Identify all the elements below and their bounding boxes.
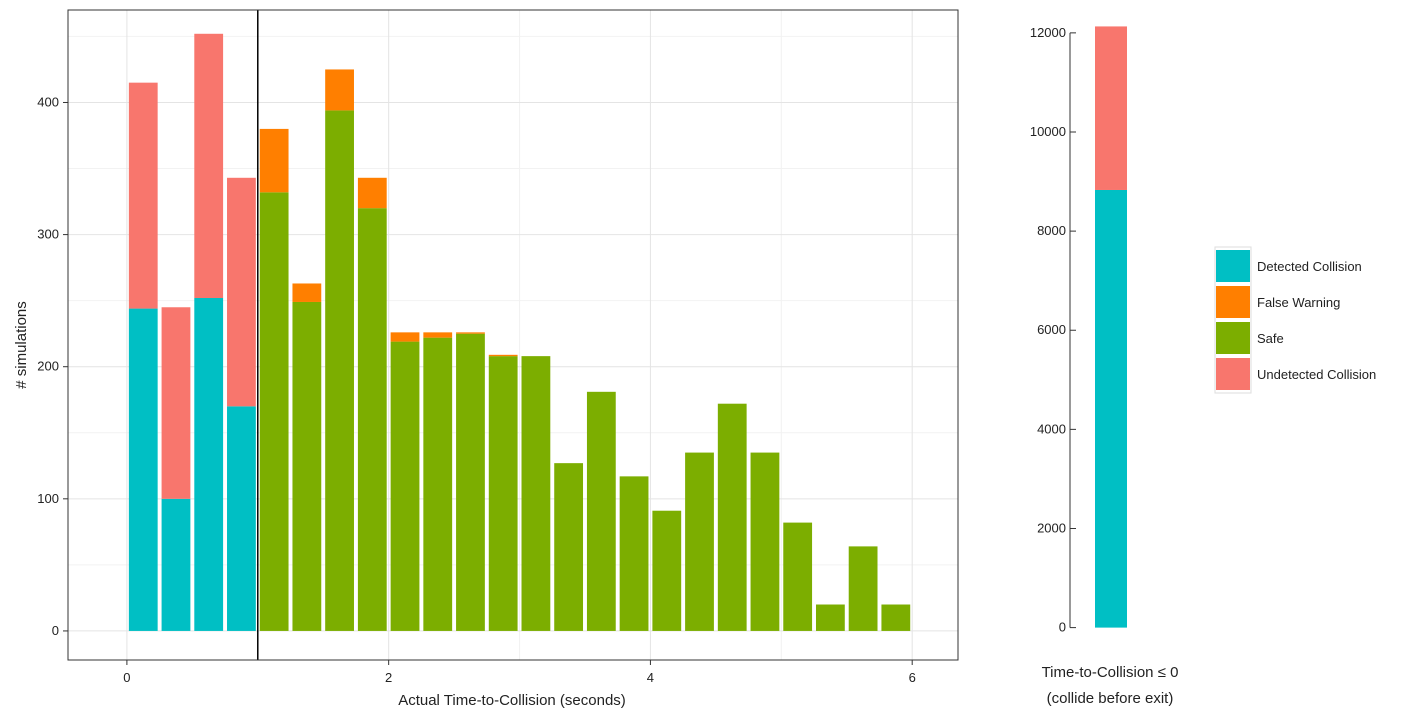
bar-segment-false-warning — [390, 332, 420, 342]
bar-segment-safe — [881, 604, 911, 631]
legend-label: False Warning — [1257, 295, 1340, 310]
bar-segment-undetected-collision — [161, 307, 191, 499]
bar-segment-safe — [488, 356, 518, 631]
x-axis-title: Actual Time-to-Collision (seconds) — [398, 692, 626, 709]
right-bar-segment-detected-collision — [1095, 189, 1127, 628]
bar-segment-undetected-collision — [194, 33, 224, 299]
legend-label: Safe — [1257, 331, 1284, 346]
bar-segment-undetected-collision — [227, 177, 256, 407]
bar-segment-safe — [750, 452, 780, 631]
right-panel-ticks: 0 2000 4000 6000 8000 10000 12000 — [1030, 25, 1076, 635]
right-x-axis-subtitle: (collide before exit) — [1047, 690, 1174, 707]
bar-segment-safe — [390, 341, 420, 631]
bar-segment-safe — [652, 510, 682, 631]
bar-segment-safe — [259, 192, 289, 631]
bar-segment-safe — [586, 391, 616, 631]
bar-segment-false-warning — [325, 69, 354, 111]
x-tick-label: 4 — [647, 670, 654, 685]
x-tick-label: 2 — [385, 670, 392, 685]
bar-segment-safe — [292, 301, 322, 631]
legend-label: Detected Collision — [1257, 259, 1362, 274]
bar-segment-safe — [423, 337, 453, 631]
bar-segment-detected-collision — [161, 498, 191, 631]
y-tick-label: 200 — [37, 359, 59, 374]
right-y-tick-label: 0 — [1059, 620, 1066, 635]
bar-segment-false-warning — [423, 332, 453, 338]
right-panel-bars — [1095, 26, 1127, 628]
legend-key-frame — [1214, 246, 1252, 394]
main-panel-border — [67, 9, 959, 661]
bar-segment-safe — [815, 604, 845, 631]
bar-segment-safe — [685, 452, 714, 631]
main-panel-bars — [128, 10, 911, 660]
bar-segment-safe — [554, 463, 584, 631]
bar-segment-detected-collision — [194, 298, 224, 631]
bar-segment-detected-collision — [128, 308, 158, 631]
right-y-tick-label: 6000 — [1037, 322, 1066, 337]
legend-swatch — [1216, 322, 1250, 354]
bar-segment-false-warning — [259, 128, 289, 193]
bar-segment-safe — [521, 356, 551, 631]
bar-segment-false-warning — [456, 332, 485, 334]
bar-segment-false-warning — [292, 283, 322, 302]
legend-swatch — [1216, 250, 1250, 282]
bar-segment-safe — [456, 333, 485, 631]
right-x-axis-title: Time-to-Collision ≤ 0 — [1042, 664, 1179, 681]
bar-segment-false-warning — [488, 354, 518, 357]
y-axis-title: # simulations — [13, 301, 30, 389]
right-y-tick-label: 12000 — [1030, 25, 1066, 40]
legend: Detected Collision False Warning Safe Undet… — [1214, 246, 1376, 394]
x-tick-label: 6 — [909, 670, 916, 685]
right-y-tick-label: 4000 — [1037, 421, 1066, 436]
y-tick-label: 400 — [37, 94, 59, 109]
bar-segment-safe — [619, 476, 649, 631]
bar-segment-safe — [717, 403, 747, 631]
bar-segment-false-warning — [357, 177, 387, 209]
bar-segment-safe — [357, 208, 387, 631]
main-panel-ticks: 0 100 200 300 400 0 2 4 6 — [37, 9, 959, 685]
right-y-tick-label: 2000 — [1037, 520, 1066, 535]
bar-segment-safe — [848, 546, 878, 631]
right-y-tick-label: 8000 — [1037, 223, 1066, 238]
bar-segment-safe — [783, 522, 813, 631]
bar-segment-detected-collision — [227, 406, 256, 631]
bar-segment-safe — [325, 110, 354, 631]
right-y-tick-label: 10000 — [1030, 124, 1066, 139]
x-tick-label: 0 — [123, 670, 130, 685]
legend-swatch — [1216, 358, 1250, 390]
bar-segment-undetected-collision — [128, 82, 158, 309]
y-tick-label: 100 — [37, 491, 59, 506]
y-tick-label: 0 — [52, 623, 59, 638]
y-tick-label: 300 — [37, 227, 59, 242]
right-bar-segment-undetected-collision — [1095, 26, 1127, 190]
legend-swatch — [1216, 286, 1250, 318]
legend-label: Undetected Collision — [1257, 367, 1376, 382]
